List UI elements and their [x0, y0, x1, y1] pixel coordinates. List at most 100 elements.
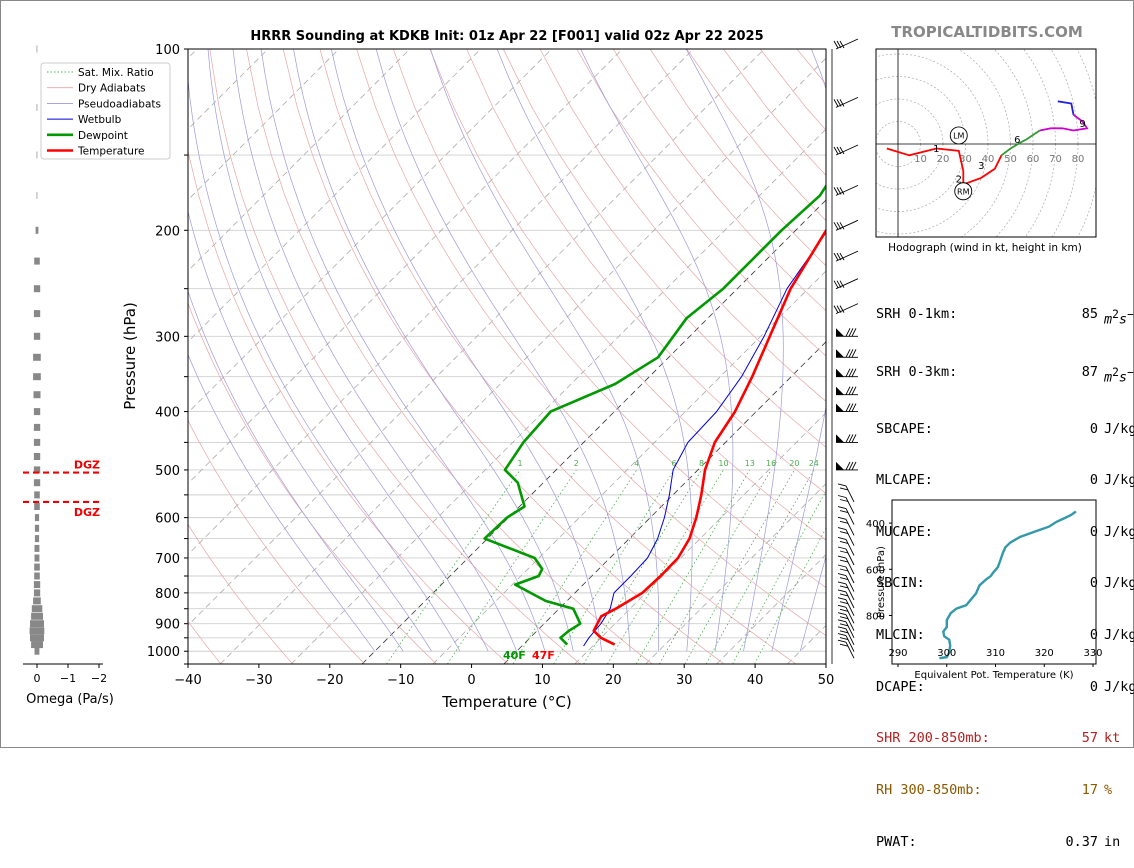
omega-bar — [34, 333, 40, 340]
x-tick-label: 30 — [676, 673, 693, 688]
stat-label: MLCIN: — [876, 627, 1012, 644]
stat-value: 85 — [1012, 306, 1098, 329]
x-tick-label: 0 — [467, 673, 475, 688]
stat-value: 87 — [1012, 364, 1098, 387]
stat-value: 17 — [1012, 782, 1098, 799]
stat-value: 0 — [1012, 524, 1098, 541]
barb-feather — [838, 605, 846, 607]
barb-feather — [838, 582, 846, 584]
barb-staff — [836, 279, 858, 289]
omega-bar — [34, 573, 40, 580]
omega-bar — [37, 104, 38, 111]
stat-unit: m2s−2 — [1098, 306, 1134, 329]
wind-barb — [836, 369, 858, 377]
y-tick-label: 200 — [155, 224, 180, 239]
omega-bar — [34, 439, 40, 446]
barb-feather — [838, 598, 846, 600]
barb-feather — [838, 556, 846, 558]
hodograph-height-label: 3 — [978, 161, 984, 172]
stat-value: 0 — [1012, 472, 1098, 489]
hodograph-trace — [1058, 101, 1074, 115]
omega-bar — [34, 424, 40, 431]
surface-dewpoint-label: 40F — [503, 649, 526, 662]
mixing-ratio-label: 16 — [766, 459, 776, 468]
stat-label: RH 300-850mb: — [876, 782, 1012, 799]
barb-staff — [846, 622, 854, 638]
x-axis-label: Temperature (°C) — [441, 693, 571, 711]
dry-adiabat — [357, 49, 868, 664]
wind-flag — [836, 387, 844, 395]
x-tick-label: 20 — [605, 673, 622, 688]
stat-label: PWAT: — [876, 834, 1012, 851]
wind-barb — [838, 556, 854, 574]
mixing-ratio-label: 8 — [699, 459, 704, 468]
barb-staff — [836, 145, 858, 155]
stat-label: SBCAPE: — [876, 421, 1012, 438]
barb-feather — [838, 574, 846, 576]
mixing-ratio-line — [387, 470, 521, 664]
stat-row: RH 300-850mb:17% — [876, 782, 1134, 799]
omega-tick-label: −2 — [91, 672, 107, 685]
omega-bar — [35, 535, 39, 542]
pseudoadiabat — [261, 49, 545, 651]
pseudoadiabat — [165, 49, 432, 651]
omega-bar — [37, 46, 38, 53]
barb-feather — [838, 634, 846, 636]
stat-label: SRH 0-1km: — [876, 306, 1012, 329]
stat-label: SBCIN: — [876, 575, 1012, 592]
x-tick-label: −10 — [387, 673, 414, 688]
barb-feather — [838, 627, 846, 629]
wind-barb — [834, 220, 858, 230]
dry-adiabat — [136, 49, 436, 664]
y-tick-label: 900 — [155, 618, 180, 633]
omega-bar — [35, 525, 39, 532]
wind-barb — [834, 97, 858, 107]
omega-bar — [37, 192, 38, 199]
omega-bar — [34, 581, 40, 588]
wind-barb — [836, 434, 858, 442]
surface-temperature-label: 47F — [532, 649, 555, 662]
hodograph-ring-label: 80 — [1072, 154, 1085, 165]
barb-staff — [836, 185, 858, 195]
barb-staff — [846, 592, 854, 608]
mixing-ratio-label: 2 — [574, 459, 579, 468]
stat-value: 0 — [1012, 575, 1098, 592]
mixing-ratio-line — [659, 470, 771, 664]
mixing-ratio-label: 13 — [745, 459, 755, 468]
x-tick-label: 40 — [747, 673, 764, 688]
barb-staff — [836, 251, 858, 261]
stat-label: MLCAPE: — [876, 472, 1012, 489]
dry-adiabat — [173, 49, 508, 664]
legend-label: Temperature — [77, 146, 145, 158]
mixing-ratio-line — [554, 470, 675, 664]
wind-barb — [834, 185, 858, 195]
isotherm-line — [291, 49, 906, 664]
stat-unit: J/kg — [1098, 627, 1134, 644]
barb-staff — [846, 576, 854, 592]
mixing-ratio-label: 6 — [672, 459, 677, 468]
pseudoadiabat — [331, 49, 601, 651]
mixing-ratio-line — [513, 470, 637, 664]
storm-motion-label: RM — [957, 187, 970, 196]
omega-bar — [34, 310, 40, 317]
hodograph-ring-label: 10 — [914, 154, 927, 165]
omega-bar — [33, 597, 41, 604]
skewt-frame — [188, 49, 826, 664]
legend-label: Pseudoadiabats — [78, 98, 161, 110]
omega-bar — [34, 589, 40, 596]
barb-staff — [836, 39, 858, 49]
x-tick-label: −20 — [316, 673, 343, 688]
stat-unit: % — [1098, 782, 1112, 799]
x-tick-label: 10 — [534, 673, 551, 688]
y-tick-label: 400 — [155, 406, 180, 421]
legend-label: Wetbulb — [78, 114, 122, 126]
omega-bar — [33, 373, 41, 380]
wind-flag — [836, 404, 844, 412]
legend-label: Dry Adiabats — [78, 83, 146, 95]
y-tick-label: 300 — [155, 330, 180, 345]
wind-barb — [836, 349, 858, 357]
